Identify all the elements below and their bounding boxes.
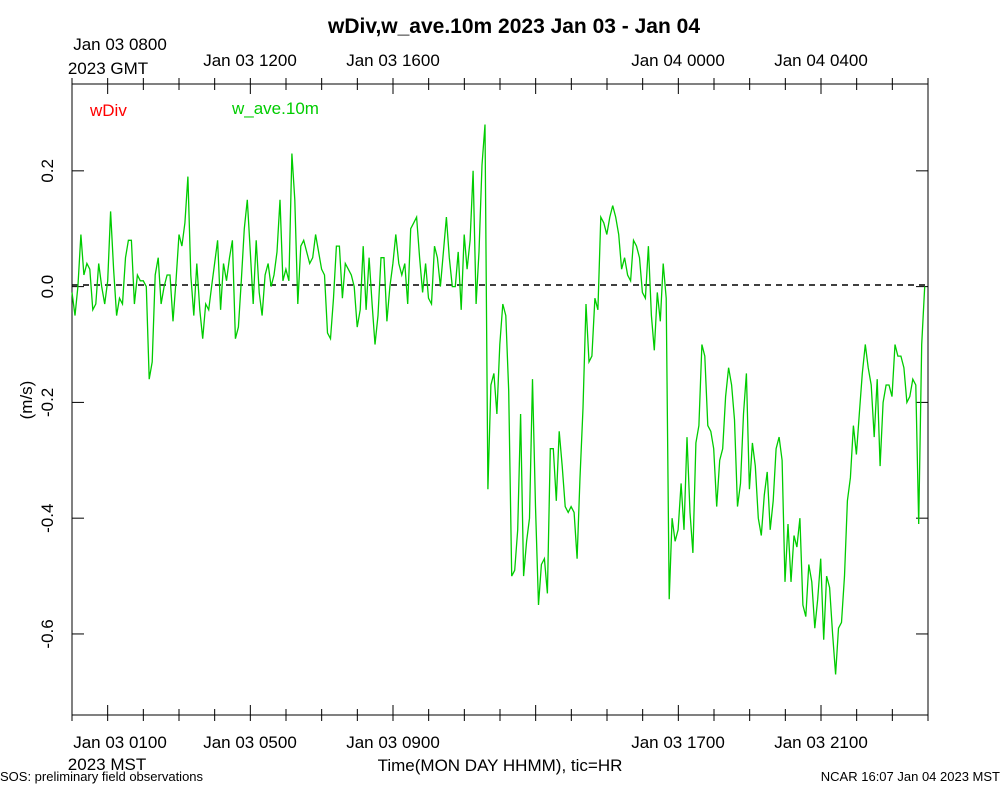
top-axis-label-gmt: 2023 GMT [68,59,148,78]
bottom-axis-label-0900: Jan 03 0900 [346,733,440,752]
y-tick-label: -0.6 [38,619,57,648]
footer-right: NCAR 16:07 Jan 04 2023 MST [821,769,1000,784]
bottom-axis-label-2100: Jan 03 2100 [774,733,868,752]
legend-wdiv: wDiv [89,101,127,120]
y-tick-label: -0.2 [38,388,57,417]
bottom-axis-label-0500: Jan 03 0500 [203,733,297,752]
plot-frame [71,83,929,716]
bottom-axis-label-mst: 2023 MST [68,755,146,774]
x-axis-title: Time(MON DAY HHMM), tic=HR [378,756,623,775]
series-line-w-ave-10m [71,124,926,675]
y-axis: -0.6 -0.4 -0.2 0.0 0.2 [38,159,928,649]
top-axis-label-1600: Jan 03 1600 [346,51,440,70]
top-axis-label-0400: Jan 04 0400 [774,51,868,70]
chart-title: wDiv,w_ave.10m 2023 Jan 03 - Jan 04 [327,15,700,38]
top-axis-label-1200: Jan 03 1200 [203,51,297,70]
x-axis [71,78,929,721]
y-axis-title: (m/s) [17,381,36,420]
bottom-axis-label-1700: Jan 03 1700 [631,733,725,752]
top-axis-label-0800: Jan 03 0800 [73,35,167,54]
bottom-axis-label-0100: Jan 03 0100 [73,733,167,752]
top-axis-label-0000: Jan 04 0000 [631,51,725,70]
plot-area-border [71,83,929,716]
y-tick-label: 0.0 [38,275,57,299]
y-tick-label: 0.2 [38,159,57,183]
footer-left: SOS: preliminary field observations [0,769,204,784]
y-tick-label: -0.4 [38,504,57,533]
legend-w-ave-10m: w_ave.10m [231,99,319,118]
